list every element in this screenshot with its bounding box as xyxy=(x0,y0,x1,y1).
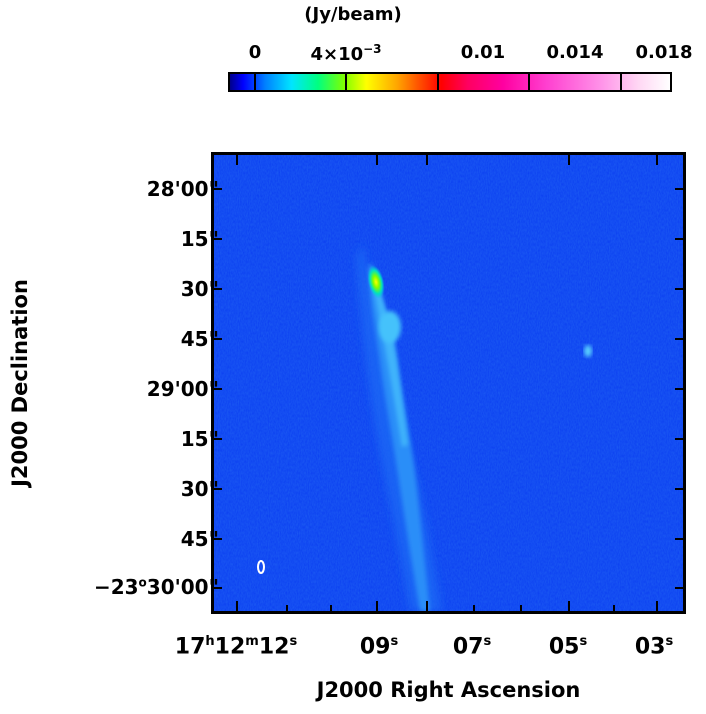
y-tick-label: 30" xyxy=(180,477,219,501)
bright-knot xyxy=(367,265,385,299)
colorbar-tickmark xyxy=(345,72,347,90)
y-tick-label: 45" xyxy=(180,527,219,551)
colorbar-tick-label-1: 4×10−3 xyxy=(310,42,382,65)
jet-emission xyxy=(368,263,430,611)
y-tick-label: −23o30'00" xyxy=(93,575,219,599)
beam-ellipse xyxy=(257,560,265,574)
sky-image-panel xyxy=(211,152,686,614)
colorbar-tickmark xyxy=(620,72,622,90)
colorbar-tick-label-4: 0.018 xyxy=(635,42,693,63)
background-noise xyxy=(214,155,683,611)
colorbar-tick-label-2: 0.01 xyxy=(460,42,506,63)
point-source xyxy=(584,345,592,357)
x-tick-label: 07s xyxy=(452,634,492,660)
colorbar-unit-label: (Jy/beam) xyxy=(304,4,402,25)
y-tick-label: 45" xyxy=(180,327,219,351)
y-tick-label: 28'00" xyxy=(146,177,219,201)
colorbar-tickmark xyxy=(528,72,530,90)
x-tick-label: 17h12m12s xyxy=(174,634,298,660)
y-tick-label: 15" xyxy=(180,427,219,451)
x-tick-label: 05s xyxy=(548,634,588,660)
x-tick-label: 03s xyxy=(634,634,674,660)
x-axis-title: J2000 Right Ascension xyxy=(316,678,581,702)
colorbar-tick-label-0: 0 xyxy=(248,42,262,63)
y-tick-label: 29'00" xyxy=(146,377,219,401)
colorbar-tick-label-3: 0.014 xyxy=(546,42,604,63)
colorbar-tickmark xyxy=(437,72,439,90)
jet-core-ridge xyxy=(372,270,408,447)
colorbar xyxy=(228,72,672,92)
radio-map-image xyxy=(214,155,683,611)
x-tick-label: 09s xyxy=(359,634,399,660)
y-tick-label: 15" xyxy=(180,227,219,251)
colorbar-tickmark xyxy=(254,72,256,90)
y-tick-label: 30" xyxy=(180,277,219,301)
jet-blob xyxy=(379,311,401,343)
y-axis-tick-marks xyxy=(214,188,683,589)
x-axis-tick-marks xyxy=(236,155,658,611)
